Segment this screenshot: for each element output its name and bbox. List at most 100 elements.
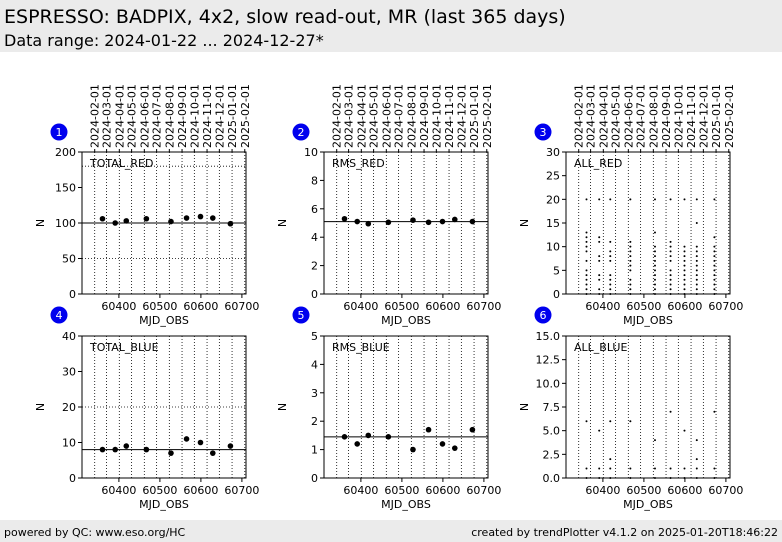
y-tick-label: 4 [311,358,318,371]
data-point [653,264,656,267]
data-point [183,215,190,221]
data-point [653,283,656,286]
header-bar: ESPRESSO: BADPIX, 4x2, slow read-out, MR… [0,0,782,52]
y-tick-label: 2.5 [543,448,561,461]
data-point [609,283,612,286]
y-tick-label: 200 [55,146,76,159]
data-point [365,432,372,439]
data-point [653,274,656,277]
y-tick-label: 40 [62,330,76,343]
data-point [695,283,698,286]
data-point [713,477,716,479]
y-tick-label: 0 [311,288,318,301]
data-point [585,240,588,243]
x-tick-label: 60600 [667,300,702,313]
date-tick-label: 2024-03-01 [585,84,598,148]
data-point [609,288,612,291]
data-point [713,250,716,253]
series-label: TOTAL_BLUE [89,341,159,354]
panel-number-badge [292,123,310,141]
data-point [341,434,348,440]
data-point [653,269,656,272]
data-point [112,220,119,226]
data-point [143,446,150,453]
x-tick-label: 60600 [183,300,218,313]
data-point [585,467,588,470]
x-tick-label: 60400 [585,484,620,497]
data-point [598,429,601,432]
data-point [609,274,612,277]
y-tick-label: 30 [62,366,76,379]
data-point [365,220,372,227]
data-point [669,288,672,291]
date-tick-label: 2024-04-01 [597,84,610,148]
y-tick-label: 7.5 [543,401,561,414]
data-point [123,443,130,449]
panel-number-text: 3 [540,126,547,139]
data-point [585,250,588,253]
series-label: ALL_RED [574,157,622,170]
data-point [683,477,686,479]
data-point [585,293,588,295]
data-point [629,245,632,248]
panel-number-badge [50,306,68,324]
data-point [713,269,716,272]
date-tick-label: 2024-12-01 [455,84,468,148]
data-point [653,255,656,258]
data-point [123,218,130,224]
data-point [629,198,632,201]
data-point [227,443,234,449]
series-label: RMS_BLUE [332,341,390,354]
x-tick-label: 60700 [224,300,259,313]
chart-panel-3: 0 5 10 15 20 25 30 60400 60500 60600 60700 MJD_OBS N… [518,84,743,327]
panel-number-text: 1 [56,126,63,139]
data-point [168,450,174,456]
y-tick-label: 30 [546,146,560,159]
date-tick-label: 2024-09-01 [418,84,431,148]
data-point [385,434,392,440]
date-tick-label: 2024-02-01 [89,84,102,148]
data-point [585,288,588,291]
date-tick-label: 2024-04-01 [113,84,126,148]
y-tick-label: 0 [553,288,560,301]
data-point [683,293,686,295]
data-point [669,467,672,470]
x-axis-label: MJD_OBS [139,314,189,327]
date-tick-label: 2024-10-01 [188,84,201,148]
data-point [609,293,612,295]
data-point [598,274,601,277]
x-tick-label: 60500 [626,484,661,497]
y-tick-label: 0 [69,288,76,301]
data-point [669,283,672,286]
data-point [451,445,458,451]
data-point [713,264,716,267]
data-point [713,293,716,295]
data-point [683,288,686,291]
x-tick-label: 60600 [425,300,460,313]
footer-generator: created by trendPlotter v4.1.2 on 2025-0… [471,526,778,539]
data-point [598,240,601,243]
data-point [695,467,698,470]
date-tick-label: 2024-06-01 [622,84,635,148]
data-point [713,245,716,248]
data-point [609,250,612,253]
data-point [425,219,432,226]
data-point [695,198,698,201]
y-tick-label: 25 [546,170,560,183]
data-point [695,269,698,272]
y-tick-label: 0 [311,472,318,485]
data-point [585,236,588,239]
date-tick-label: 2025-02-01 [481,84,494,148]
data-point [99,215,106,222]
x-axis-label: MJD_OBS [381,314,431,327]
data-point [653,477,656,479]
x-tick-label: 60400 [343,484,378,497]
data-point [713,259,716,262]
data-point [585,198,588,201]
chart-panel-5: 0 1 2 3 4 5 60400 60500 60600 60700 MJD_OBS N RMS_BL… [276,306,501,511]
y-tick-label: 0 [69,472,76,485]
data-point [669,278,672,281]
date-tick-label: 2024-08-01 [647,84,660,148]
data-point [451,216,458,223]
